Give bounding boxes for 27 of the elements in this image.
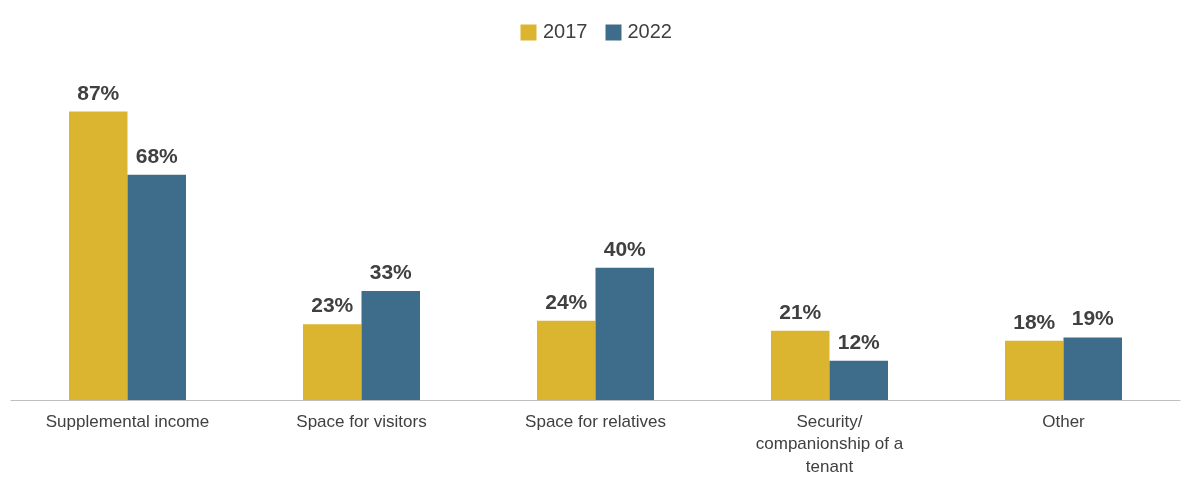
bar <box>771 330 830 401</box>
data-label: 87% <box>77 80 120 104</box>
data-label: 18% <box>1013 309 1056 333</box>
legend-label: 2022 <box>627 20 672 43</box>
legend-label: 2017 <box>543 20 588 43</box>
bar <box>361 290 420 401</box>
bar <box>69 111 128 401</box>
data-label: 23% <box>311 293 354 317</box>
bar <box>127 174 186 401</box>
bar <box>303 324 362 401</box>
bar <box>829 360 888 401</box>
x-tick-label: Security/ companionship of a tenant <box>755 411 904 477</box>
bar <box>1063 337 1122 401</box>
data-label: 12% <box>837 329 881 353</box>
x-tick-label: Space for visitors <box>296 411 427 431</box>
x-tick-label: Other <box>1042 411 1086 431</box>
data-label: 24% <box>545 289 588 313</box>
data-label: 68% <box>135 143 179 167</box>
data-label: 33% <box>369 259 413 283</box>
data-label: 19% <box>1071 306 1115 330</box>
bar <box>537 320 596 401</box>
x-tick-label: Space for relatives <box>525 411 666 431</box>
data-label: 21% <box>779 299 822 323</box>
data-label: 40% <box>603 236 647 260</box>
bar <box>595 267 654 401</box>
bar <box>1005 340 1064 401</box>
x-tick-label: Supplemental income <box>45 411 210 431</box>
